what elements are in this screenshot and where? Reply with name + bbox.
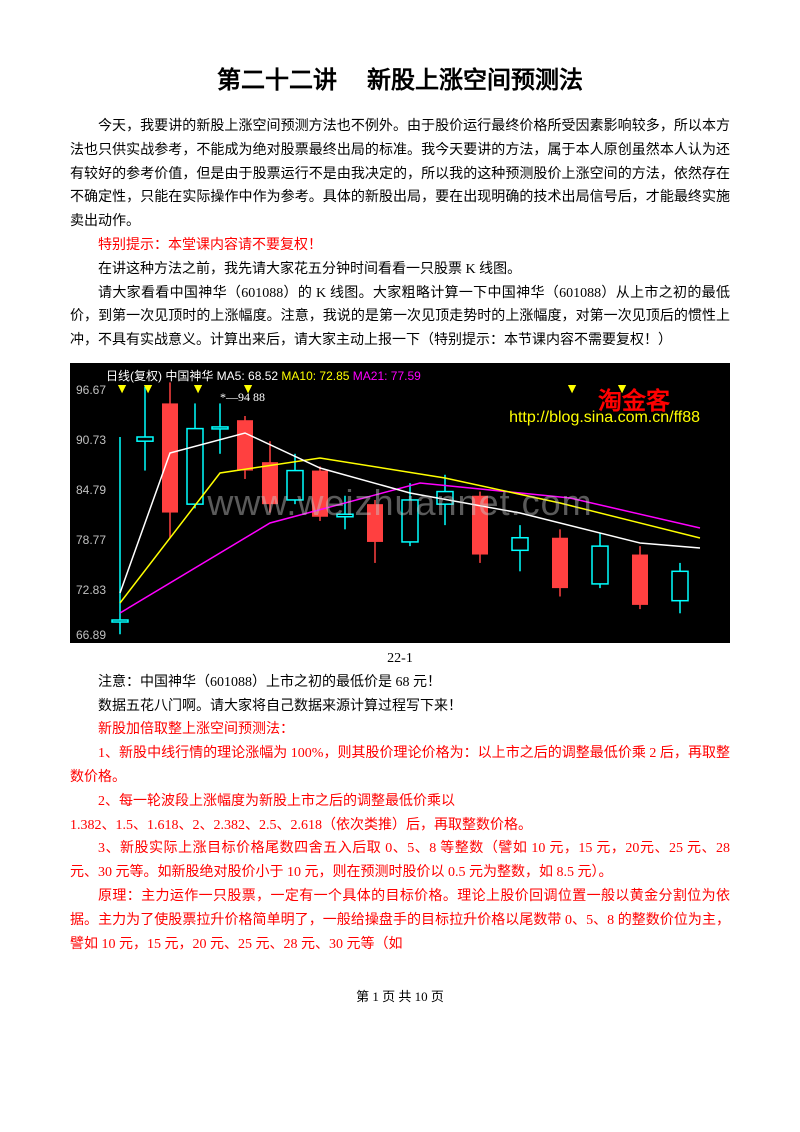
rule-1: 1、新股中线行情的理论涨幅为 100%，则其股价理论价格为：以上市之后的调整最低… xyxy=(70,742,730,790)
warning-text: 特别提示：本堂课内容请不要复权！ xyxy=(70,234,730,258)
chart-caption: 22-1 xyxy=(70,647,730,671)
svg-text:▼: ▼ xyxy=(191,382,205,397)
y-axis-label: 72.83 xyxy=(76,583,106,597)
rule-2b: 1.382、1.5、1.618、2、2.382、2.5、2.618（依次类推）后… xyxy=(70,814,730,838)
y-axis-label: 78.77 xyxy=(76,533,106,547)
paragraph-5: 注意：中国神华（601088）上市之初的最低价是 68 元！ xyxy=(70,671,730,695)
svg-text:*—94 88: *—94 88 xyxy=(220,390,265,404)
y-axis-label: 96.67 xyxy=(76,383,106,397)
method-title: 新股加倍取整上涨空间预测法： xyxy=(70,718,730,742)
page-footer: 第 1 页 共 10 页 xyxy=(70,986,730,1005)
svg-text:▼: ▼ xyxy=(565,382,579,397)
paragraph-intro: 今天，我要讲的新股上涨空间预测方法也不例外。由于股价运行最终价格所受因素影响较多… xyxy=(70,115,730,234)
y-axis-label: 90.73 xyxy=(76,433,106,447)
principle: 原理：主力运作一只股票，一定有一个具体的目标价格。理论上股价回调位置一般以黄金分… xyxy=(70,885,730,956)
y-axis-label: 84.79 xyxy=(76,483,106,497)
paragraph-3: 在讲这种方法之前，我先请大家花五分钟时间看看一只股票 K 线图。 xyxy=(70,258,730,282)
chart-header: 日线(复权) 中国神华 MA5: 68.52 MA10: 72.85 MA21:… xyxy=(106,367,421,384)
stock-chart: 日线(复权) 中国神华 MA5: 68.52 MA10: 72.85 MA21:… xyxy=(70,363,730,643)
paragraph-4: 请大家看看中国神华（601088）的 K 线图。大家粗略计算一下中国神华（601… xyxy=(70,282,730,353)
rule-2a: 2、每一轮波段上涨幅度为新股上市之后的调整最低价乘以 xyxy=(70,790,730,814)
rule-3: 3、新股实际上涨目标价格尾数四舍五入后取 0、5、8 等整数（譬如 10 元，1… xyxy=(70,837,730,885)
svg-text:▼: ▼ xyxy=(115,382,129,397)
paragraph-6: 数据五花八门啊。请大家将自己数据来源计算过程写下来！ xyxy=(70,695,730,719)
page-title: 第二十二讲 新股上涨空间预测法 xyxy=(70,60,730,95)
chart-url: http://blog.sina.com.cn/ff88 xyxy=(509,409,700,427)
svg-text:▼: ▼ xyxy=(141,382,155,397)
y-axis-label: 66.89 xyxy=(76,628,106,642)
